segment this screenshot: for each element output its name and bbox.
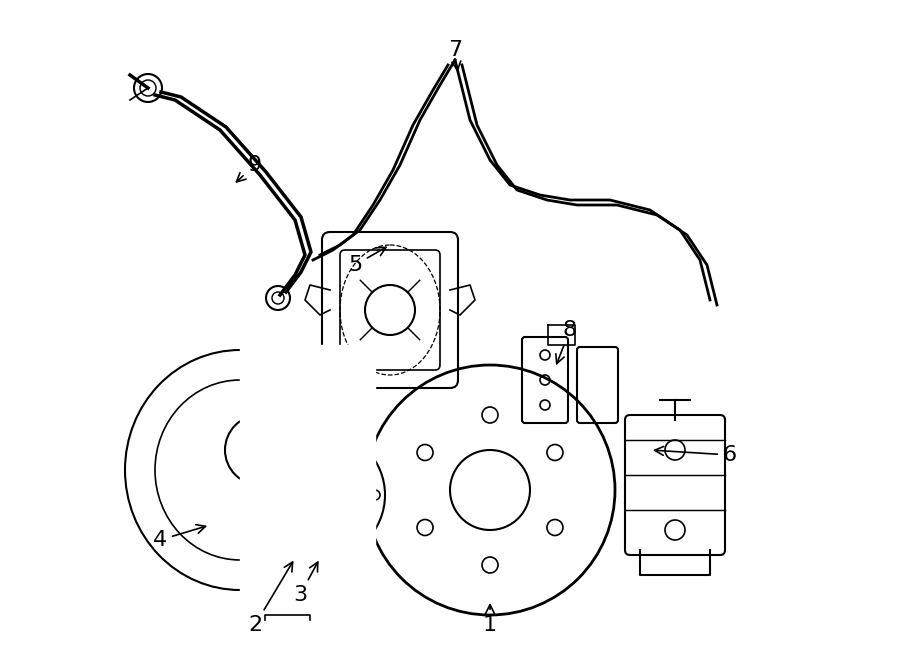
Circle shape <box>287 442 298 452</box>
Circle shape <box>260 490 270 500</box>
Text: 8: 8 <box>556 320 577 364</box>
Circle shape <box>370 490 380 500</box>
Text: 6: 6 <box>654 445 737 465</box>
Circle shape <box>343 537 353 547</box>
Text: 3: 3 <box>292 562 318 605</box>
Text: 9: 9 <box>237 155 262 182</box>
Text: 5: 5 <box>348 247 386 275</box>
Text: 1: 1 <box>483 605 497 635</box>
Bar <box>240 345 375 595</box>
Text: 7: 7 <box>448 40 462 70</box>
Circle shape <box>287 537 298 547</box>
Circle shape <box>343 442 353 452</box>
Text: 4: 4 <box>153 525 205 550</box>
Text: 2: 2 <box>248 562 292 635</box>
